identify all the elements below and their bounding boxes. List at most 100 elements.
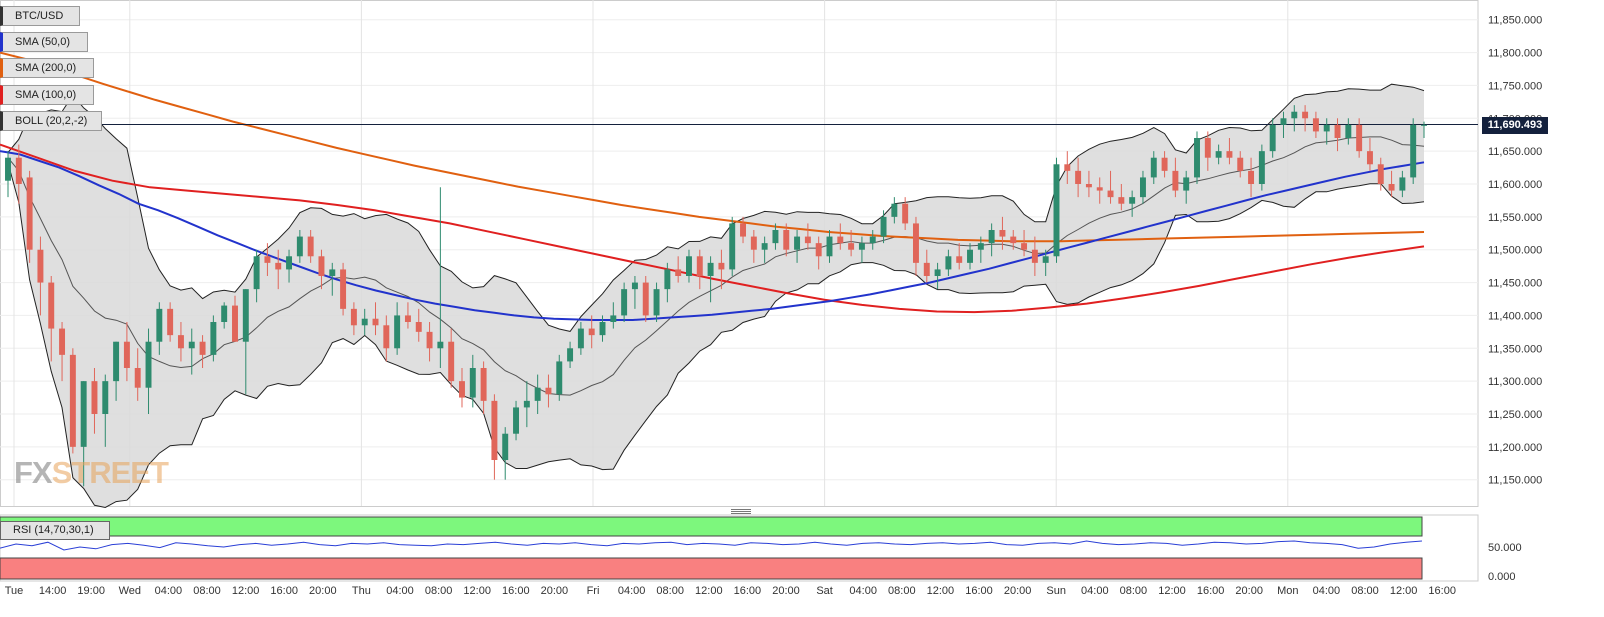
x-tick-label: 14:00 (39, 585, 67, 597)
legend-boll[interactable]: BOLL (20,2,-2) (0, 111, 102, 131)
candle-body (1139, 177, 1146, 198)
candle-body (826, 236, 833, 257)
legend-rsi[interactable]: RSI (14,70,30,1) (0, 521, 110, 540)
candle-body (1194, 138, 1200, 178)
candle-body (1085, 184, 1092, 188)
candle-body (15, 157, 22, 184)
candle-body (631, 282, 638, 290)
candle-body (988, 230, 995, 244)
candle-body (1421, 124, 1427, 126)
candle-body (102, 381, 109, 414)
candle-body (891, 203, 898, 217)
candle-body (967, 249, 973, 263)
y-tick-label: 11,650.000 (1488, 146, 1542, 158)
x-tick-label: 12:00 (232, 585, 260, 597)
candle-body (588, 328, 595, 336)
x-tick-label: 08:00 (656, 585, 684, 597)
rsi-level-label: 0.000 (1488, 571, 1516, 583)
rsi-overbought-zone (0, 516, 1423, 537)
x-tick-label: 16:00 (502, 585, 530, 597)
candle-body (307, 236, 314, 257)
candle-body (1226, 151, 1233, 158)
candle-body (415, 322, 422, 332)
candle-body (664, 269, 671, 290)
x-tick-label: 20:00 (541, 585, 569, 597)
candle-body (718, 262, 725, 270)
candle-body (1096, 187, 1103, 191)
candle-body (69, 354, 76, 447)
candle-body (156, 308, 163, 342)
x-tick-label: Sun (1046, 585, 1066, 597)
candle-body (956, 256, 963, 263)
candle-body (394, 315, 401, 349)
candle-body (329, 269, 336, 276)
legend-sma50[interactable]: SMA (50,0) (0, 32, 88, 52)
candle-body (1010, 236, 1017, 244)
x-tick-label: 08:00 (193, 585, 221, 597)
x-tick-label: 20:00 (1004, 585, 1032, 597)
candle-body (923, 262, 930, 276)
candle-body (286, 256, 293, 270)
candle-body (945, 256, 952, 270)
legend-sma200[interactable]: SMA (200,0) (0, 58, 94, 78)
candle-body (113, 341, 120, 382)
candle-body (1280, 118, 1287, 125)
candle-body (621, 289, 628, 316)
candle-body (999, 230, 1006, 237)
candle-body (123, 341, 130, 368)
bollinger-bands (7, 83, 1425, 509)
candle-body (696, 256, 703, 276)
candle-body (232, 305, 238, 342)
candle-body (1172, 170, 1179, 191)
rsi-level-label: 50.000 (1488, 542, 1522, 554)
candle-body (1388, 184, 1395, 191)
candle-body (545, 387, 552, 395)
candle-body (610, 315, 617, 322)
candle-body (642, 282, 649, 316)
x-tick-label: 08:00 (1120, 585, 1148, 597)
candle-body (1075, 170, 1082, 184)
candle-body (740, 223, 746, 237)
x-tick-label: 16:00 (965, 585, 993, 597)
candle-body (1356, 124, 1363, 152)
candle-body (383, 325, 390, 349)
candle-body (177, 335, 184, 349)
candle-body (491, 400, 498, 460)
candle-body (1237, 157, 1244, 171)
candle-body (318, 256, 325, 276)
candle-body (1215, 151, 1222, 158)
candle-body (264, 256, 271, 263)
candle-body (1031, 249, 1038, 263)
candle-body (1053, 164, 1060, 257)
candle-body (426, 331, 433, 349)
candle-body (1269, 124, 1276, 152)
candle-body (145, 341, 152, 388)
candle-body (242, 289, 249, 342)
candle-body (1248, 170, 1255, 184)
x-tick-label: 16:00 (1428, 585, 1456, 597)
sma200-line (0, 51, 1425, 243)
candle-body (880, 216, 887, 237)
candle-body (1302, 111, 1309, 119)
candle-body (350, 308, 357, 326)
legend-sma100[interactable]: SMA (100,0) (0, 85, 94, 105)
candle-body (1410, 124, 1417, 178)
candle-body (167, 308, 174, 336)
y-tick-label: 11,450.000 (1488, 278, 1542, 290)
rsi-line (0, 540, 1423, 551)
candle-body (1345, 124, 1352, 138)
current-price-badge: 11,690.493 (1482, 117, 1548, 134)
rsi-oversold-zone (0, 557, 1423, 580)
candle-body (404, 315, 411, 322)
x-tick-label: 04:00 (155, 585, 183, 597)
x-tick-label: 12:00 (1390, 585, 1418, 597)
y-tick-label: 11,400.000 (1488, 310, 1542, 322)
legend-symbol[interactable]: BTC/USD (0, 6, 80, 26)
x-tick-label: 12:00 (927, 585, 955, 597)
candle-body (469, 368, 476, 398)
candle-body (783, 230, 790, 250)
y-tick-label: 11,300.000 (1488, 376, 1542, 388)
panel-resize-handle[interactable] (731, 508, 751, 514)
x-tick-label: 04:00 (1081, 585, 1109, 597)
